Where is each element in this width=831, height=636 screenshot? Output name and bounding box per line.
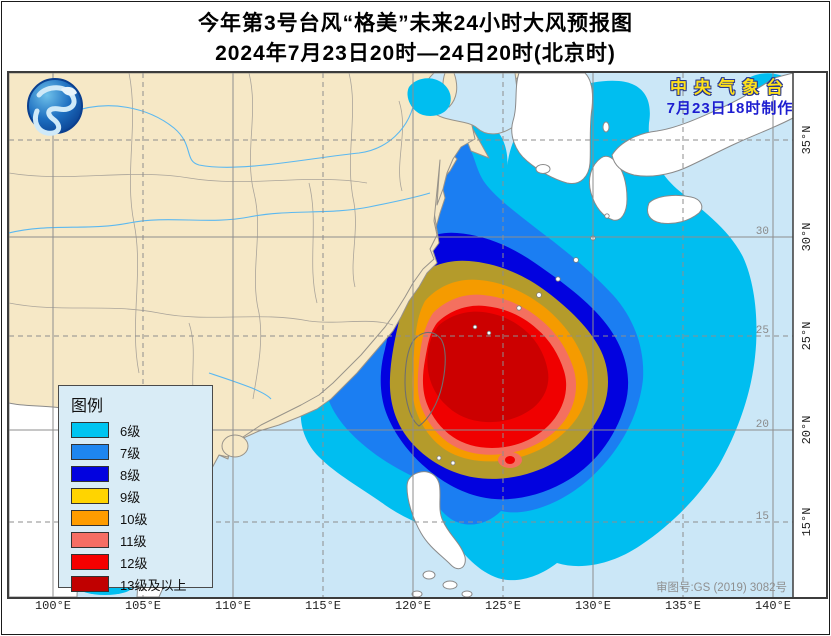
luzon	[406, 471, 466, 570]
legend-row: 10级	[71, 507, 212, 529]
legend-swatch-10	[71, 510, 109, 526]
legend-label-9: 9级	[120, 489, 141, 505]
legend-label-12: 12级	[120, 555, 148, 571]
issuing-credit: 中央气象台 7月23日18时制作	[650, 78, 810, 118]
legend-label-11: 11级	[120, 533, 147, 549]
legend: 图例 6级 7级 8级 9级 10级 11级 12级	[58, 385, 213, 593]
lon-label-115E: 115°E	[304, 599, 341, 613]
cma-logo	[27, 78, 83, 136]
hainan-island	[221, 434, 249, 458]
lat-gutter	[793, 73, 826, 597]
lat-label-25N: 25°N	[800, 322, 814, 351]
korea-peninsula	[511, 73, 593, 185]
map-canvas: 30 25 20 15 35°N 30°N 25°N 20°N 15°N 审图号…	[9, 73, 826, 597]
honshu	[611, 73, 794, 177]
lat-label-30N: 30°N	[800, 223, 814, 252]
lon-label-125E: 125°E	[484, 599, 521, 613]
legend-label-10: 10级	[120, 511, 148, 527]
map-title: 今年第3号台风“格美”未来24小时大风预报图 2024年7月23日20时—24日…	[0, 9, 831, 70]
inline-lat-30: 30	[756, 226, 769, 238]
inline-lat-labels: 30 25 20 15	[756, 226, 769, 523]
legend-row: 11级	[71, 529, 212, 551]
legend-label-13: 13级及以上	[120, 577, 187, 593]
legend-title: 图例	[71, 398, 104, 415]
lat-label-35N: 35°N	[800, 126, 814, 155]
philippine-island-3	[461, 590, 473, 597]
lon-label-100E: 100°E	[34, 599, 71, 613]
yangtze-river	[9, 192, 431, 234]
legend-row: 12级	[71, 551, 212, 573]
lon-label-105E: 105°E	[124, 599, 161, 613]
issue-time: 7月23日18时制作	[666, 100, 794, 118]
legend-label-7: 7级	[120, 445, 141, 461]
agency-name: 中央气象台	[670, 78, 790, 97]
philippine-island-1	[422, 570, 436, 580]
jeju-island	[535, 164, 551, 174]
legend-swatch-6	[71, 422, 109, 438]
legend-row: 13级及以上	[71, 573, 212, 595]
pearl-river	[208, 372, 272, 400]
inline-lat-20: 20	[756, 419, 769, 431]
legend-swatch-11	[71, 532, 109, 548]
legend-swatch-9	[71, 488, 109, 504]
legend-row: 8级	[71, 463, 212, 485]
legend-swatch-8	[71, 466, 109, 482]
lat-label-20N: 20°N	[800, 416, 814, 445]
lon-label-120E: 120°E	[394, 599, 431, 613]
inline-lat-15: 15	[756, 511, 769, 523]
legend-swatch-12	[71, 554, 109, 570]
legend-label-8: 8级	[120, 467, 141, 483]
province-borders	[9, 73, 403, 410]
legend-label-6: 6级	[120, 423, 141, 439]
wind13	[427, 311, 549, 423]
title-line2: 2024年7月23日20时—24日20时(北京时)	[215, 42, 616, 66]
legend-swatch-7	[71, 444, 109, 460]
legend-swatch-13	[71, 576, 109, 592]
legend-row: 7级	[71, 441, 212, 463]
lon-axis: 100°E 105°E 110°E 115°E 120°E 125°E 130°…	[0, 599, 831, 615]
tsushima	[602, 121, 610, 133]
title-line1: 今年第3号台风“格美”未来24小时大风预报图	[197, 12, 634, 35]
taiwan-island	[404, 331, 446, 427]
inline-lat-25: 25	[756, 325, 769, 337]
lon-label-135E: 135°E	[664, 599, 701, 613]
legend-row: 9级	[71, 485, 212, 507]
shikoku	[647, 194, 703, 224]
lon-label-110E: 110°E	[214, 599, 251, 613]
wind6-bohai	[407, 78, 451, 116]
philippine-island-2	[442, 580, 458, 590]
lat-label-15N: 15°N	[800, 508, 814, 537]
lon-label-140E: 140°E	[754, 599, 791, 613]
lat-axis: 35°N 30°N 25°N 20°N 15°N	[800, 126, 814, 537]
philippine-island-4	[411, 590, 423, 597]
legend-row: 6级	[71, 419, 212, 441]
wind12-secondary-cell	[505, 456, 515, 464]
map-license-note: 审图号:GS (2019) 3082号	[656, 580, 787, 594]
lon-label-130E: 130°E	[574, 599, 611, 613]
